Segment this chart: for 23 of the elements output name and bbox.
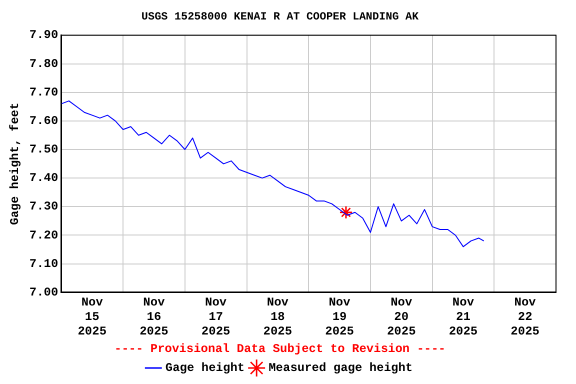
y-tick-label: 7.10: [29, 256, 58, 271]
x-tick-label: Nov 15 2025: [78, 296, 107, 338]
x-tick-label: Nov 20 2025: [386, 296, 416, 338]
y-tick-label: 7.90: [29, 28, 58, 42]
y-tick-label: 7.30: [29, 200, 58, 214]
x-tick-label: Nov 18 2025: [263, 296, 292, 338]
y-tick-label: 7.80: [29, 56, 58, 71]
y-axis-title: Gage height, feet: [8, 102, 22, 226]
legend-label: Measured gage height: [268, 361, 413, 376]
y-tick-label: 7.00: [29, 285, 58, 300]
x-tick-label: Nov 17 2025: [201, 296, 230, 338]
x-tick-label: Nov 21 2025: [448, 296, 478, 338]
y-tick-label: 7.20: [29, 228, 58, 242]
y-tick-label: 7.40: [29, 171, 58, 186]
x-tick-label: Nov 22 2025: [510, 296, 540, 338]
text: ---- Provisional Data Subject to Revision ----: [114, 342, 446, 356]
x-tick-label: Nov 19 2025: [325, 296, 354, 338]
y-tick-label: 7.70: [29, 85, 58, 100]
y-tick-label: 7.60: [29, 114, 58, 128]
y-tick-label: 7.50: [29, 142, 58, 157]
legend-label: Gage height: [165, 361, 245, 376]
x-tick-label: Nov 16 2025: [140, 296, 168, 338]
chart-title: USGS 15258000 KENAI R AT COOPER LANDING AK: [141, 11, 420, 24]
